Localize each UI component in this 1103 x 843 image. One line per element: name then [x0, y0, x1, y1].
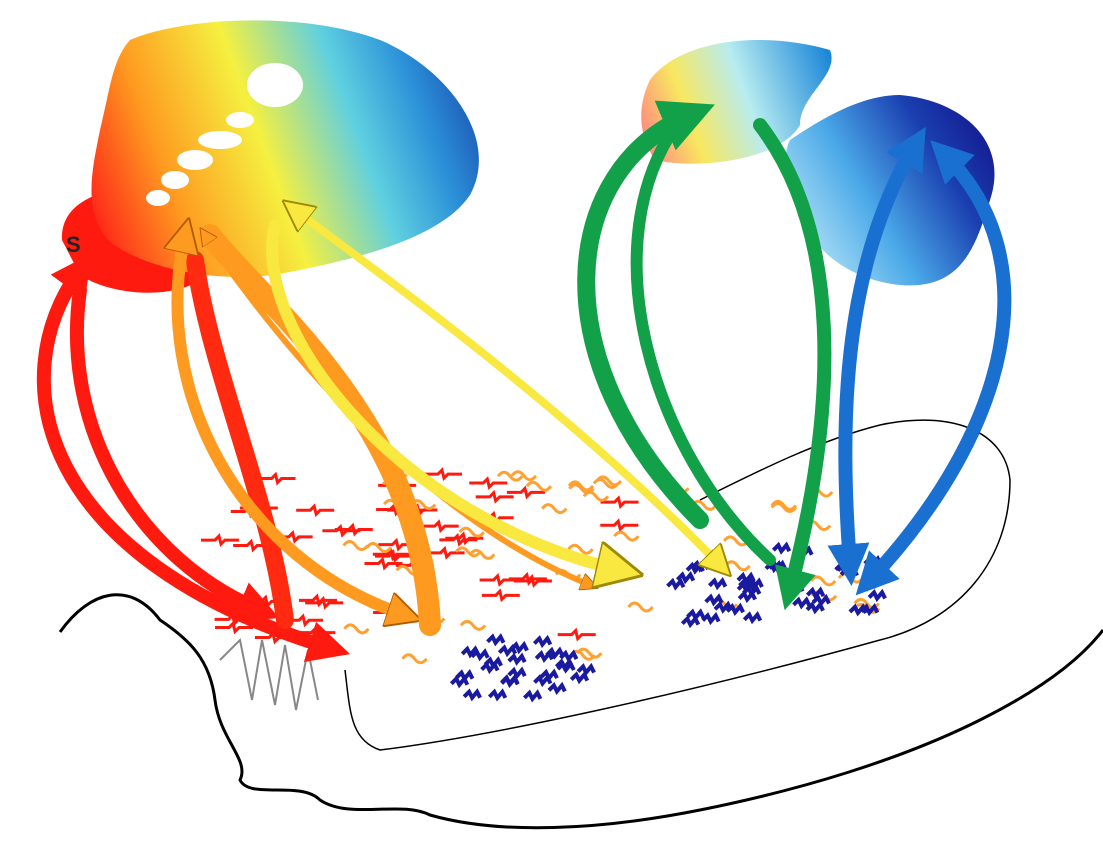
blue-cell: [502, 678, 518, 684]
blue-cell: [524, 693, 540, 699]
red-zigzag: [558, 631, 596, 639]
blue-cell: [709, 581, 725, 587]
arrow: [272, 225, 620, 570]
blue-cell: [571, 675, 587, 681]
orange-squiggle: [629, 603, 653, 611]
cell-markers: [201, 470, 885, 699]
blue-cell: [744, 615, 760, 621]
red-zigzag: [201, 536, 239, 544]
blue-cell: [509, 670, 525, 676]
orange-squiggle: [726, 562, 750, 570]
blue-cell: [794, 600, 810, 606]
red-zigzag: [600, 521, 638, 529]
blue-cell: [668, 581, 684, 587]
orange-squiggle: [584, 492, 608, 500]
blue-cell: [464, 692, 480, 698]
blue-cell: [511, 645, 527, 651]
orange-squiggle: [542, 505, 566, 513]
blue-cell: [536, 653, 552, 659]
orange-squiggle: [403, 655, 427, 663]
arrow: [637, 120, 770, 560]
orange-squiggle: [344, 625, 368, 633]
blue-cell: [715, 604, 731, 610]
blue-cell: [462, 649, 478, 655]
red-zigzag: [258, 475, 296, 483]
left-cortex: [92, 20, 479, 277]
red-zigzag: [507, 488, 545, 496]
blue-cell: [561, 653, 577, 659]
arrow: [77, 290, 260, 610]
blue-cell: [489, 692, 505, 698]
blue-cell: [488, 637, 504, 643]
orange-squiggle: [498, 472, 522, 480]
blue-cell: [549, 685, 565, 691]
blue-cell: [869, 592, 885, 598]
outline: [60, 595, 1103, 828]
orange-squiggle: [461, 621, 485, 629]
orange-squiggle: [512, 472, 536, 480]
blue-cell: [534, 638, 550, 644]
red-zigzag: [482, 591, 520, 599]
red-zigzag: [469, 479, 507, 487]
blue-cell: [509, 656, 525, 662]
blue-cell: [706, 597, 722, 603]
diagram: S: [0, 0, 1103, 843]
blue-cell: [703, 615, 719, 621]
orange-squiggle: [344, 542, 368, 550]
red-zigzag: [421, 522, 459, 530]
orange-squiggle: [527, 482, 551, 490]
orange-squiggle: [614, 532, 638, 540]
blue-cell: [456, 673, 472, 679]
red-zigzag: [296, 506, 334, 514]
blue-cell: [485, 660, 501, 666]
blue-cell: [773, 545, 789, 551]
blue-cell: [682, 619, 698, 625]
folia: [220, 640, 318, 710]
label-s: S: [66, 232, 81, 257]
page: {"labels": {"s": "S"}}: [0, 0, 1103, 843]
orange-squiggle: [811, 577, 835, 585]
red-zigzag: [476, 493, 514, 501]
blue-cell: [578, 667, 594, 673]
blue-cell: [556, 662, 572, 668]
